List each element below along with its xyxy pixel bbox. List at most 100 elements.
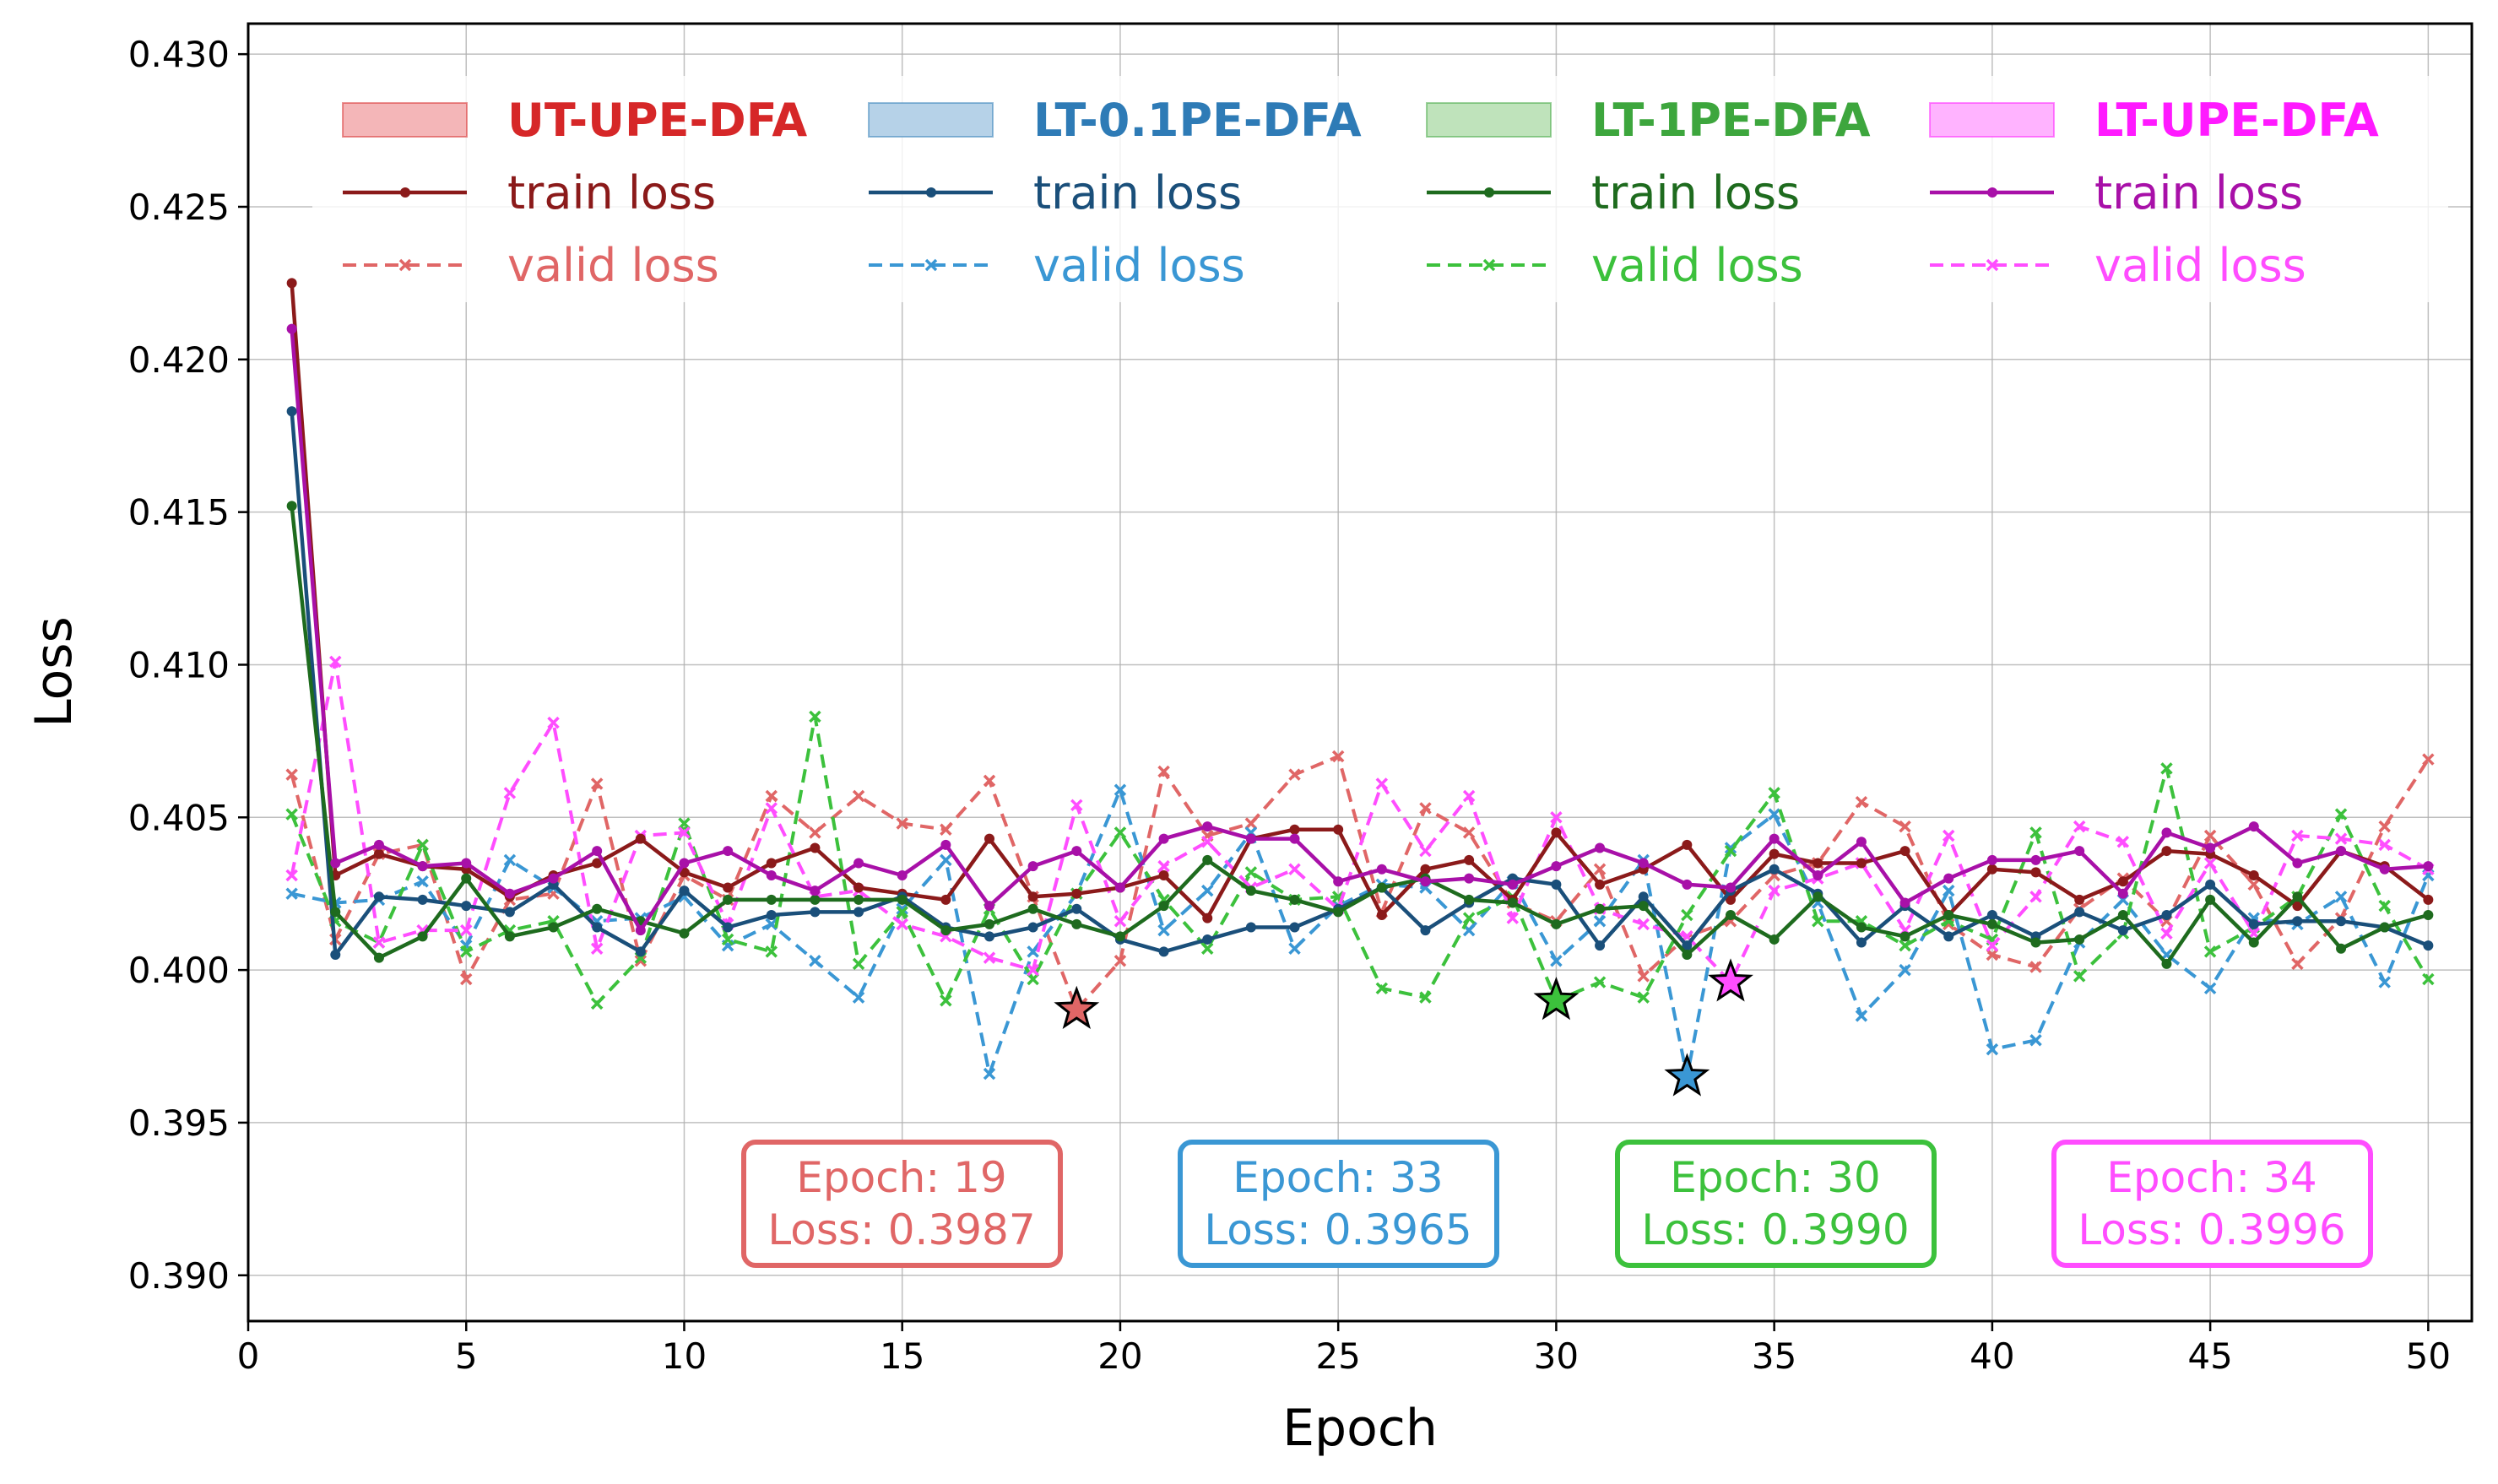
- y-tick-label: 0.390: [128, 1255, 230, 1297]
- x-tick-label: 0: [237, 1335, 260, 1377]
- legend-background: [312, 76, 2448, 302]
- valid-point: [2160, 927, 2173, 940]
- train-point: [1464, 873, 1475, 884]
- train-point: [504, 888, 515, 899]
- valid-point: [765, 918, 778, 931]
- train-point: [1420, 864, 1431, 875]
- train-point: [2248, 869, 2259, 880]
- axis-ticks: 0 5 10 15 20 25 30 35 40 45 50 0.390 0.395 0.400 0.405…: [128, 34, 2451, 1377]
- train-point: [1289, 922, 1300, 933]
- series-train-lt-1pe-dfa: [286, 501, 2434, 969]
- train-point: [1595, 903, 1606, 914]
- train-point: [984, 833, 994, 844]
- train-point: [1114, 931, 1125, 942]
- train-point: [1202, 854, 1213, 865]
- valid-loss-line: [290, 755, 2430, 1012]
- valid-point: [809, 710, 821, 723]
- train-point: [1333, 876, 1344, 887]
- y-tick-label: 0.400: [128, 950, 230, 991]
- legend-valid-marker: [398, 258, 412, 272]
- train-point: [2248, 918, 2259, 929]
- train-point: [1027, 861, 1038, 872]
- train-point: [1943, 910, 1954, 921]
- valid-point: [1768, 808, 1780, 821]
- train-point: [984, 901, 994, 912]
- train-point: [2161, 846, 2172, 857]
- train-point: [679, 886, 690, 896]
- train-point: [2205, 879, 2216, 890]
- train-point: [1158, 833, 1169, 844]
- train-point: [723, 894, 734, 905]
- x-tick-label: 25: [1315, 1335, 1360, 1377]
- legend-group-lt-0.1pe-dfa: LT-0.1PE-DFA train loss valid loss: [868, 94, 1362, 292]
- x-tick-label: 30: [1534, 1335, 1579, 1377]
- valid-point: [1899, 963, 1911, 977]
- valid-point: [1462, 912, 1476, 924]
- train-point: [373, 952, 384, 963]
- x-tick-label: 10: [662, 1335, 707, 1377]
- valid-point: [2334, 808, 2348, 821]
- legend-train-marker: [1987, 187, 1997, 198]
- train-point: [1899, 931, 1910, 942]
- legend-train-marker: [1484, 187, 1494, 198]
- train-point: [2117, 925, 2128, 936]
- valid-point: [1201, 835, 1214, 848]
- valid-point: [2029, 891, 2042, 903]
- train-point: [1899, 897, 1910, 908]
- train-point: [2423, 910, 2434, 921]
- valid-point: [1114, 783, 1127, 796]
- train-point: [1551, 827, 1562, 838]
- series-train-lt-upe-dfa: [286, 323, 2434, 936]
- train-point: [723, 922, 734, 933]
- train-point: [2074, 907, 2085, 918]
- train-point: [1682, 950, 1693, 961]
- train-point: [2205, 894, 2216, 905]
- train-point: [766, 910, 777, 921]
- train-point: [2117, 910, 2128, 921]
- legend-group-ut-upe-dfa: UT-UPE-DFA train loss valid loss: [342, 94, 807, 292]
- train-point: [1158, 946, 1169, 957]
- valid-point: [896, 918, 908, 931]
- valid-point: [2073, 970, 2086, 983]
- valid-point: [285, 869, 298, 882]
- valid-point: [1812, 915, 1824, 928]
- valid-point: [2203, 829, 2217, 842]
- valid-point: [372, 936, 386, 949]
- valid-point: [1943, 829, 1955, 842]
- train-point: [417, 861, 428, 872]
- train-point: [1158, 901, 1169, 912]
- train-point: [1333, 907, 1344, 918]
- valid-point: [1768, 884, 1780, 897]
- legend-valid-label: valid loss: [2094, 239, 2306, 292]
- train-point: [766, 894, 777, 905]
- train-point: [1551, 918, 1562, 929]
- valid-point: [285, 887, 298, 900]
- legend-train-marker: [400, 187, 410, 198]
- valid-point: [1027, 963, 1039, 977]
- train-point: [1202, 821, 1213, 832]
- train-point: [940, 839, 951, 850]
- legend-train-label: train loss: [1033, 166, 1242, 219]
- train-point: [1071, 903, 1082, 914]
- valid-point: [1724, 844, 1737, 858]
- annotation-loss: Loss: 0.3965: [1204, 1205, 1471, 1254]
- train-point: [1813, 891, 1823, 902]
- plot-frame: [247, 22, 2474, 1323]
- train-point: [417, 931, 428, 942]
- train-point: [504, 907, 515, 918]
- train-point: [461, 873, 472, 884]
- train-point: [1595, 879, 1606, 890]
- valid-point: [1855, 795, 1868, 809]
- train-point: [810, 894, 821, 905]
- valid-loss-line: [290, 659, 2430, 984]
- legend-patch: [1426, 102, 1552, 138]
- train-point: [1551, 861, 1562, 872]
- series-layer: [285, 278, 2435, 1083]
- valid-point: [1288, 942, 1301, 956]
- valid-point: [1114, 955, 1127, 967]
- valid-point: [285, 808, 298, 821]
- train-point: [1595, 940, 1606, 951]
- train-point: [1682, 879, 1693, 890]
